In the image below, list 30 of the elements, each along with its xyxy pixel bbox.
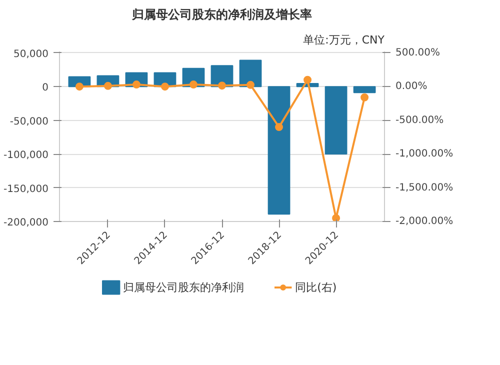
point <box>104 82 112 90</box>
point <box>160 82 169 91</box>
bar <box>268 86 290 215</box>
y-tick-label: -100,000 <box>4 150 49 162</box>
y-tick-label: -200,000 <box>4 218 49 228</box>
bar <box>324 86 348 155</box>
y2-tick-label: -1,000.00% <box>396 148 454 160</box>
y2-tick-label: -2,000.00% <box>396 216 454 227</box>
chart-title: 归属母公司股东的净利润及增长率 <box>131 8 312 22</box>
legend-label: 同比(右) <box>295 281 337 294</box>
y-tick-label: -150,000 <box>4 184 49 195</box>
point <box>246 80 255 89</box>
point <box>275 123 284 132</box>
point <box>132 80 140 89</box>
y2-tick-label: -500.00% <box>396 114 444 126</box>
point <box>218 82 226 90</box>
y2-tick-label: 500.00% <box>396 47 440 58</box>
y2-tick-label: -1,500.00% <box>396 182 454 194</box>
legend-label: 归属母公司股东的净利润 <box>123 281 244 294</box>
point <box>304 76 312 84</box>
y-tick-label: -50,000 <box>10 116 49 128</box>
text: 单位:万元，CNY <box>303 34 385 46</box>
bar <box>353 86 376 94</box>
point <box>75 82 84 91</box>
y-tick-label: 50,000 <box>14 48 49 60</box>
y2-tick-label: 0.00% <box>396 81 428 92</box>
point <box>189 80 198 89</box>
point <box>332 214 340 222</box>
y-tick-label: 0 <box>42 82 49 94</box>
point <box>360 93 369 102</box>
